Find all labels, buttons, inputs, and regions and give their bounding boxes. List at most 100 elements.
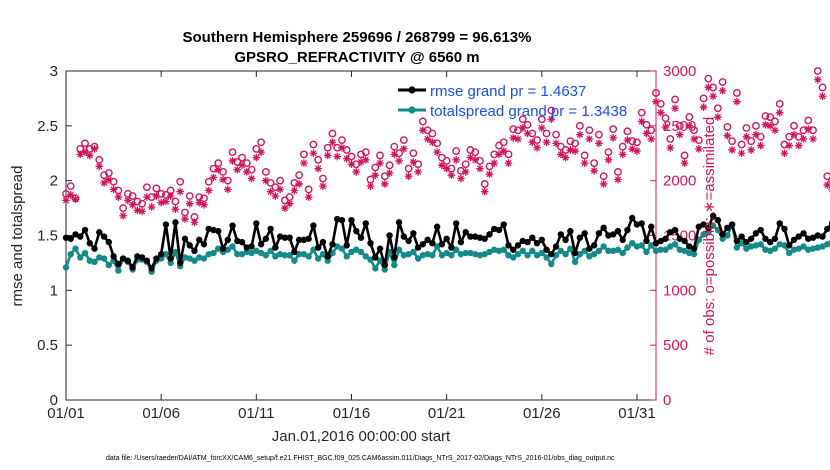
possible-obs-marker: [276, 176, 285, 185]
possible-obs-marker: [675, 121, 684, 130]
possible-obs-marker: [609, 125, 618, 134]
spread-point: [410, 248, 417, 256]
rmse-point: [196, 236, 203, 244]
rmse-point: [81, 226, 89, 234]
spread-point: [300, 250, 308, 258]
assimilated-obs-marker: [447, 171, 456, 179]
assimilated-obs-marker: [190, 218, 199, 227]
spread-point: [629, 239, 636, 247]
possible-obs-marker: [737, 140, 746, 149]
rmse-point: [319, 238, 327, 246]
assimilated-obs-marker: [204, 186, 213, 195]
rmse-point: [429, 239, 436, 247]
spread-point: [91, 258, 98, 266]
assimilated-obs-marker: [690, 135, 698, 143]
spread-point: [766, 247, 774, 255]
rmse-point: [776, 220, 783, 227]
spread-point: [305, 253, 312, 260]
possible-obs-marker: [300, 150, 308, 159]
assimilated-obs-marker: [747, 146, 755, 154]
spread-point: [786, 249, 793, 257]
assimilated-obs-marker: [281, 204, 289, 212]
rmse-point: [533, 239, 541, 247]
assimilated-obs-marker: [471, 156, 479, 164]
assimilated-obs-marker: [414, 168, 422, 176]
legend-spread-marker: [408, 106, 416, 114]
rmse-point: [329, 241, 336, 248]
rmse-point: [200, 241, 208, 248]
assimilated-obs-marker: [780, 149, 789, 158]
rmse-point: [824, 225, 830, 233]
rmse-point: [571, 249, 579, 257]
rmse-point: [343, 242, 350, 249]
y-right-tick-label: 500: [663, 337, 688, 354]
assimilated-obs-marker: [557, 150, 565, 159]
rmse-point: [562, 236, 569, 244]
spread-point: [405, 250, 412, 258]
assimilated-obs-marker: [485, 170, 494, 178]
assimilated-obs-marker: [62, 196, 70, 205]
assimilated-obs-marker: [609, 134, 617, 142]
assimilated-obs-marker: [714, 113, 722, 121]
assimilated-obs-marker: [671, 104, 679, 113]
assimilated-obs-marker: [528, 138, 537, 147]
possible-obs-marker: [552, 130, 560, 139]
rmse-point: [272, 244, 279, 251]
rmse-point: [86, 239, 93, 247]
spread-point: [319, 250, 327, 258]
y-right-tick-label: 0: [663, 392, 671, 409]
assimilated-obs-marker: [775, 108, 784, 117]
rmse-point: [690, 245, 698, 252]
assimilated-obs-marker: [438, 161, 446, 170]
possible-obs-marker: [499, 138, 508, 147]
rmse-point: [752, 230, 760, 237]
rmse-point: [557, 231, 565, 238]
assimilated-obs-marker: [195, 198, 204, 207]
possible-obs-marker: [723, 123, 732, 131]
spread-point: [581, 247, 588, 255]
spread-point: [167, 259, 174, 267]
spread-point: [210, 249, 217, 257]
spread-point: [510, 254, 517, 261]
rmse-point: [543, 246, 550, 253]
assimilated-obs-marker: [76, 150, 85, 159]
assimilated-obs-marker: [771, 126, 779, 135]
spread-point: [700, 231, 707, 238]
chart-subtitle: GPSRO_REFRACTIVITY @ 6560 m: [234, 49, 479, 66]
rmse-point: [705, 224, 712, 232]
rmse-point: [433, 223, 441, 230]
rmse-point: [100, 233, 108, 240]
possible-obs-marker: [128, 192, 137, 200]
assimilated-obs-marker: [561, 153, 570, 162]
y-right-tick-label: 1000: [663, 282, 696, 299]
rmse-point: [105, 238, 113, 246]
spread-point: [486, 248, 493, 256]
rmse-point: [619, 236, 626, 244]
assimilated-obs-marker: [395, 157, 403, 165]
rmse-point: [743, 238, 750, 246]
rmse-point: [819, 233, 826, 240]
rmse-point: [781, 225, 788, 233]
assimilated-obs-marker: [733, 97, 741, 106]
rmse-point: [514, 242, 522, 249]
rmse-point: [590, 242, 598, 249]
rmse-point: [648, 223, 655, 230]
assimilated-obs-marker: [633, 147, 641, 155]
spread-point: [291, 257, 298, 264]
assimilated-obs-marker: [504, 159, 513, 167]
rmse-point: [372, 254, 379, 261]
spread-point: [824, 241, 830, 248]
spread-point: [643, 248, 650, 256]
possible-obs-marker: [671, 95, 679, 104]
assimilated-obs-marker: [737, 149, 746, 158]
assimilated-obs-marker: [742, 133, 751, 141]
assimilated-obs-marker: [124, 196, 132, 205]
assimilated-obs-marker: [85, 151, 94, 160]
assimilated-obs-marker: [599, 180, 608, 188]
spread-point: [529, 247, 536, 255]
possible-obs-marker: [309, 140, 318, 149]
rmse-point: [172, 219, 179, 226]
possible-obs-marker: [523, 120, 532, 129]
rmse-point: [681, 237, 688, 245]
rmse-point: [638, 220, 645, 227]
